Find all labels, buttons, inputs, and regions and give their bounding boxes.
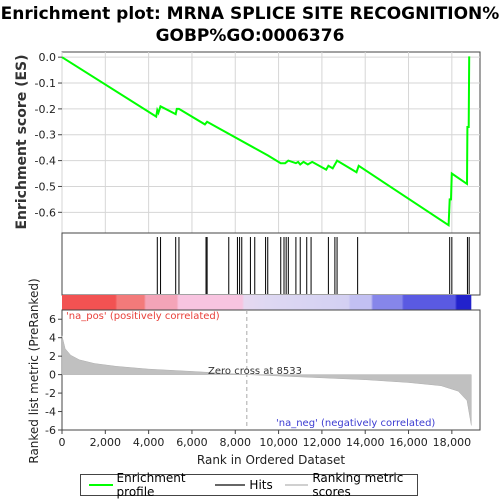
ranked-ytick-label: -6 xyxy=(45,424,56,437)
legend-item-enrichment: Enrichment profile xyxy=(89,471,203,499)
ranked-xtick-label: 4,000 xyxy=(133,436,165,449)
neg-correlated-label: 'na_neg' (negatively correlated) xyxy=(276,418,435,429)
legend-ranking-swatch xyxy=(284,484,309,486)
ranked-xtick-label: 6,000 xyxy=(176,436,208,449)
ranked-ytick-label: 4 xyxy=(49,332,56,345)
legend-enrichment-label: Enrichment profile xyxy=(116,471,186,499)
es-yticks: 0.0 -0.1 -0.2 -0.3 -0.4 -0.5 -0.6 xyxy=(35,51,62,219)
ranked-xtick-label: 16,000 xyxy=(389,436,428,449)
ranked-xtick-label: 2,000 xyxy=(90,436,122,449)
ranked-xtick-label: 0 xyxy=(59,436,66,449)
ranked-xticks: 0 2,000 4,000 6,000 8,000 10,000 12,000 14,000 1… xyxy=(59,430,472,449)
legend-hits-swatch xyxy=(215,484,246,486)
chart-title-line-2: GOBP%GO:0006376 xyxy=(155,26,345,46)
ranked-xtick-label: 14,000 xyxy=(346,436,385,449)
ranked-ytick-label: -4 xyxy=(45,406,56,419)
ranked-xtick-label: 18,000 xyxy=(433,436,472,449)
legend-ranking-label: Ranking metric scores xyxy=(312,471,404,499)
x-axis-label: Rank in Ordered Dataset xyxy=(197,453,345,467)
ranking-color-bar xyxy=(62,295,472,310)
ranked-xtick-label: 12,000 xyxy=(303,436,342,449)
es-ytick-label: -0.3 xyxy=(35,129,56,142)
ranked-ytick-label: 6 xyxy=(49,313,56,326)
es-ytick-label: -0.2 xyxy=(35,103,56,116)
legend-hits-label: Hits xyxy=(249,478,273,492)
enrichment-plot: 0.0 -0.1 -0.2 -0.3 -0.4 -0.5 -0.6 Enrichment s… xyxy=(14,51,481,467)
es-grid xyxy=(61,52,480,233)
enrichment-profile-line xyxy=(61,56,471,228)
ranked-xtick-label: 10,000 xyxy=(259,436,298,449)
es-ytick-label: -0.1 xyxy=(35,77,56,90)
legend-enrichment-swatch xyxy=(89,484,113,486)
es-ytick-label: -0.5 xyxy=(35,180,56,193)
es-ytick-label: -0.4 xyxy=(35,155,56,168)
hits-panel-frame xyxy=(61,232,481,296)
ranked-ytick-label: 0 xyxy=(49,369,56,382)
ranked-axis-label: Ranked list metric (PreRanked) xyxy=(27,278,41,463)
pos-correlated-label: 'na_pos' (positively correlated) xyxy=(66,311,220,322)
legend-item-ranking: Ranking metric scores xyxy=(284,471,417,499)
ranked-ytick-label: 2 xyxy=(49,350,56,363)
es-ytick-label: -0.6 xyxy=(35,206,56,219)
es-panel-frame xyxy=(61,51,481,234)
hits-marks xyxy=(156,237,470,294)
ranked-xtick-label: 8,000 xyxy=(220,436,252,449)
chart-title-line-1: Enrichment plot: MRNA SPLICE SITE RECOGN… xyxy=(0,4,500,24)
legend-item-hits: Hits xyxy=(215,478,273,492)
es-axis-label: Enrichment score (ES) xyxy=(14,54,30,229)
ranked-yticks: 6 4 2 0 -2 -4 -6 xyxy=(45,313,62,437)
es-ytick-label: 0.0 xyxy=(39,51,57,64)
ranked-ytick-label: -2 xyxy=(45,387,56,400)
zero-cross-label: Zero cross at 8533 xyxy=(208,366,302,377)
legend: Enrichment profile Hits Ranking metric s… xyxy=(80,471,418,499)
